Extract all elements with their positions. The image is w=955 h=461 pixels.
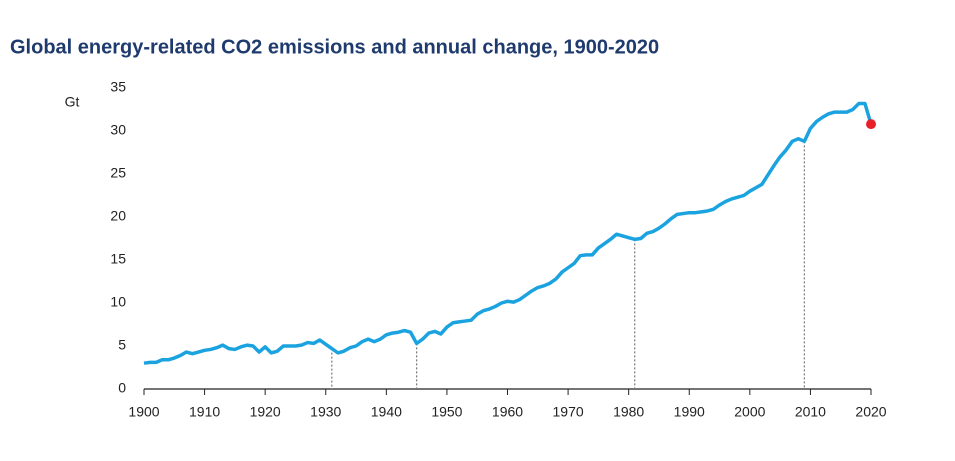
y-tick-label: 5 [118, 337, 126, 353]
x-tick-label: 2010 [795, 404, 826, 420]
x-tick-label: 1970 [553, 404, 584, 420]
line-series [143, 101, 873, 365]
x-tick-label: 1980 [613, 404, 644, 420]
x-tick-label: 1920 [250, 404, 281, 420]
y-tick-label: 15 [110, 251, 126, 267]
x-tick-label: 1900 [128, 404, 159, 420]
x-tick-label: 1990 [674, 404, 705, 420]
x-tick-label: 1930 [310, 404, 341, 420]
x-tick-label: 2000 [734, 404, 765, 420]
x-tick-label: 1950 [431, 404, 462, 420]
x-tick-label: 1910 [189, 404, 220, 420]
y-tick-label: 25 [110, 165, 126, 181]
x-tick-label: 1960 [492, 404, 523, 420]
y-tick-label: 30 [110, 122, 126, 138]
y-tick-label: 0 [118, 380, 126, 396]
chart-title: Global energy-related CO2 emissions and … [10, 36, 659, 58]
highlight-point [866, 119, 876, 130]
x-tick-label: 2020 [855, 404, 886, 420]
y-tick-label: 35 [110, 79, 126, 95]
y-tick-label: 20 [110, 208, 126, 224]
y-axis-label: Gt [65, 94, 80, 110]
y-tick-label: 10 [110, 294, 126, 310]
x-tick-label: 1940 [371, 404, 402, 420]
